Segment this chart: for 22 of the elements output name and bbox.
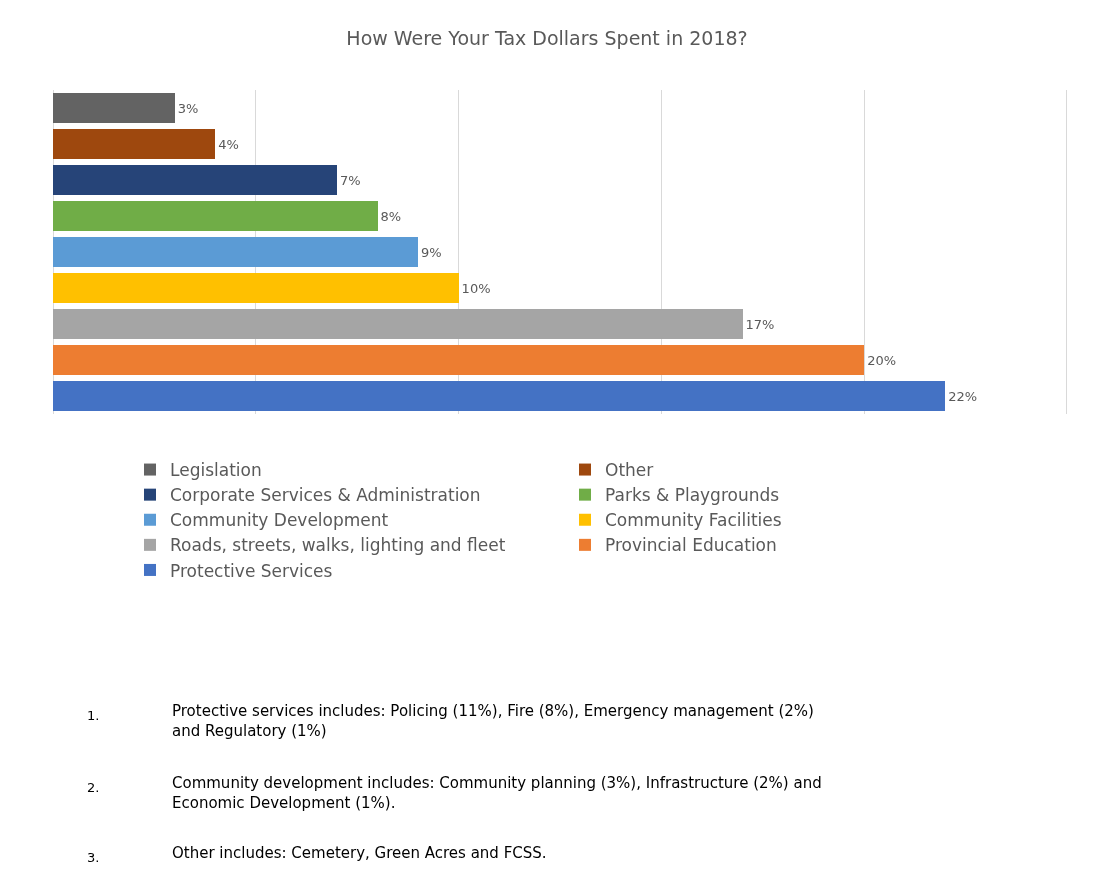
data-label: 20% (867, 352, 897, 368)
legend-label: Legislation (170, 460, 262, 481)
legend-label: Other (605, 460, 654, 481)
text: 1. Protective services includes: Policing (11%), Fire (8%), Emergency management (2%) and Regulatory (1%) (87, 702, 814, 740)
data-label: 9% (421, 244, 442, 260)
data-label: 22% (948, 388, 978, 404)
legend-label: Protective Services (170, 560, 333, 581)
legend-label: Parks & Playgrounds (605, 485, 780, 506)
legend-label: Community Facilities (605, 510, 782, 531)
legend-label: Corporate Services & Administration (170, 485, 481, 506)
data-label: 17% (745, 316, 775, 332)
data-label: 7% (339, 172, 361, 188)
data-label: 10% (461, 280, 491, 296)
legend-label: Roads, streets, walks, lighting and fleet (170, 535, 506, 556)
legend-label: Community Development (170, 510, 389, 531)
chart-title: How Were Your Tax Dollars Spent in 2018? (346, 27, 748, 50)
data-label: 8% (380, 208, 402, 224)
text: 2. Community development includes: Community planning (3%), Infrastructure (2%) and Economic Development (1%). (87, 774, 822, 812)
data-label: 3% (177, 100, 199, 116)
data-label: 4% (218, 136, 239, 152)
text: 3. Other includes: Cemetery, Green Acres and FCSS. (87, 844, 547, 865)
legend-label: Provincial Education (605, 535, 777, 556)
